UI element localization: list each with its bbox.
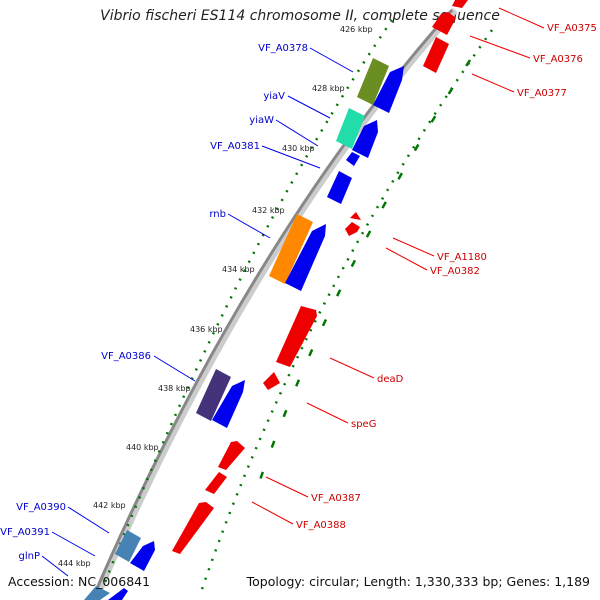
- tick-label: 440 kbp: [126, 443, 159, 452]
- gene-vf-a0377[interactable]: [423, 37, 449, 73]
- tick-label: 428 kbp: [312, 84, 345, 93]
- gene-vf-a0387b[interactable]: [205, 472, 227, 494]
- gene-vf-a0382[interactable]: [345, 222, 360, 236]
- gene-vf-a0379[interactable]: [373, 66, 404, 113]
- gene-vf-a0387[interactable]: [218, 441, 245, 470]
- gene-vf-a0388[interactable]: [172, 502, 214, 554]
- accession-text: Accession: NC_006841: [8, 574, 151, 589]
- gene-label-dead: deaD: [377, 374, 404, 385]
- gene-label-vf-a0382: VF_A0382: [430, 266, 480, 277]
- gene-yiaw[interactable]: [352, 120, 378, 158]
- topology-summary: Topology: circular; Length: 1,330,333 bp…: [246, 574, 590, 589]
- tick-track-mid: [258, 59, 472, 481]
- forward-genes: [84, 58, 404, 600]
- gene-label-vf-a0386: VF_A0386: [101, 351, 151, 362]
- tick-label: 434 kbp: [222, 265, 255, 274]
- gene-vf-a0386[interactable]: [196, 369, 231, 421]
- gene-label-vf-a1180: VF_A1180: [437, 252, 487, 263]
- gene-label-vf-a0378: VF_A0378: [258, 43, 308, 54]
- gene-label-yiav: yiaV: [263, 91, 285, 102]
- gene-yiav[interactable]: [336, 108, 365, 149]
- gene-glnp-b[interactable]: [108, 588, 128, 600]
- gene-glnp[interactable]: [84, 586, 110, 600]
- gene-label-rnb: rnb: [209, 209, 226, 220]
- gene-label-speg: speG: [351, 419, 376, 430]
- gene-vf-a0390[interactable]: [115, 530, 141, 562]
- tick-label: 442 kbp: [93, 501, 126, 510]
- gene-vf-a0378[interactable]: [357, 58, 389, 105]
- gene-label-yiaw: yiaW: [249, 115, 274, 126]
- gene-dead[interactable]: [276, 306, 317, 367]
- reverse-genes: [172, 0, 468, 554]
- tick-label: 430 kbp: [282, 144, 315, 153]
- gene-vf-a0384[interactable]: [285, 224, 326, 291]
- tick-label: 436 kbp: [190, 325, 223, 334]
- tick-track-inner: [98, 19, 394, 596]
- tick-label: 426 kbp: [340, 25, 373, 34]
- tick-label: 444 kbp: [58, 559, 91, 568]
- gene-vf-a0381[interactable]: [346, 152, 360, 166]
- gene-vf-a0391[interactable]: [130, 541, 155, 571]
- gene-vf-a0386b[interactable]: [212, 380, 245, 428]
- tick-label: 432 kbp: [252, 206, 285, 215]
- tick-track-outer: [198, 29, 494, 596]
- gene-label-vf-a0381: VF_A0381: [210, 141, 260, 152]
- gene-vf-a1180[interactable]: [350, 212, 361, 220]
- gene-speg[interactable]: [263, 372, 280, 390]
- gene-label-vf-a0376: VF_A0376: [533, 54, 583, 65]
- gene-label-vf-a0375: VF_A0375: [547, 23, 597, 34]
- gene-label-vf-a0390: VF_A0390: [16, 502, 66, 513]
- tick-label: 438 kbp: [158, 384, 191, 393]
- gene-vf-a0376[interactable]: [432, 12, 456, 35]
- map-title: Vibrio fischeri ES114 chromosome II, com…: [100, 8, 500, 24]
- gene-vf-a0381b[interactable]: [327, 171, 352, 204]
- gene-label-vf-a0387: VF_A0387: [311, 493, 361, 504]
- gene-vf-a0375[interactable]: [452, 0, 468, 8]
- gene-label-vf-a0391: VF_A0391: [0, 527, 50, 538]
- gene-label-vf-a0377: VF_A0377: [517, 88, 567, 99]
- gene-rnb[interactable]: [269, 214, 313, 284]
- gene-label-vf-a0388: VF_A0388: [296, 520, 346, 531]
- gene-label-glnp: glnP: [19, 551, 41, 562]
